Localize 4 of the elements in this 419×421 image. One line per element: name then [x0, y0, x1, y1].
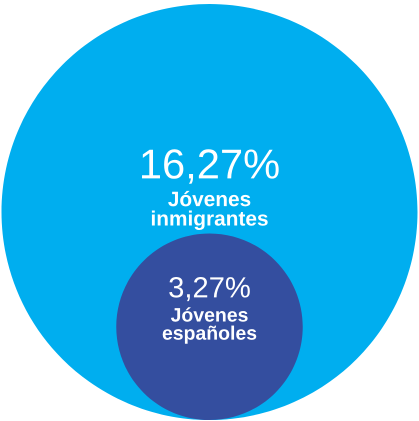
- data-label: 16,27%: [142, 149, 279, 184]
- category-label: Jóvenes españoles: [162, 307, 256, 344]
- category-label: Jóvenes inmigrantes: [152, 190, 268, 230]
- data-label: 3,27%: [169, 277, 250, 302]
